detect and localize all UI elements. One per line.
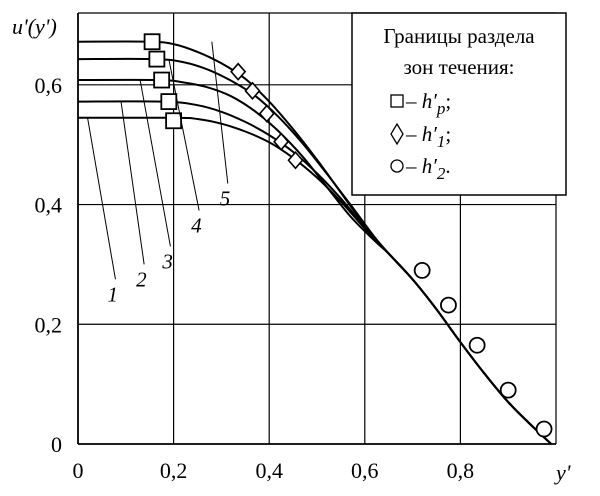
- y-tick-label: 0,2: [35, 312, 63, 337]
- x-tick-label: 0,8: [447, 458, 475, 483]
- legend-item-square: – h′p;: [405, 89, 451, 118]
- curves: [77, 40, 552, 445]
- marker-hp-5: [143, 33, 161, 51]
- legend-symbol-square: [390, 94, 404, 108]
- leader-3: [139, 79, 171, 247]
- legend-item-circle: – h′2.: [405, 154, 451, 183]
- curve-5: [77, 40, 552, 445]
- curve-label-3: 3: [161, 249, 173, 273]
- curve-label-2: 2: [136, 267, 147, 291]
- x-tick-label: 0: [73, 458, 84, 483]
- x-tick-label: 0,4: [255, 458, 283, 483]
- markers: [143, 33, 553, 438]
- legend-item-diamond: – h′1;: [405, 122, 451, 151]
- marker-h1-3: [258, 104, 275, 123]
- x-axis-label: y': [554, 460, 571, 485]
- legend-title-line2: зон течения:: [404, 55, 515, 79]
- marker-h2-3: [468, 336, 486, 354]
- leader-4: [168, 58, 200, 211]
- marker-h2-2: [440, 296, 457, 314]
- y-tick-label: 0: [51, 432, 62, 457]
- marker-h2-5: [535, 420, 553, 438]
- leader-5: [211, 41, 229, 184]
- marker-h2-4: [499, 381, 517, 399]
- leader-1: [87, 117, 116, 280]
- marker-h1-1: [287, 151, 304, 170]
- marker-hp-3: [153, 71, 171, 89]
- marker-h1-4: [244, 81, 261, 101]
- y-axis-label: u'(y'): [12, 14, 57, 39]
- marker-h2-1: [413, 262, 431, 279]
- y-tick-label: 0,6: [35, 73, 63, 98]
- legend-symbol-circle: [390, 159, 404, 173]
- legend: Границы раздела зон течения: – h′p; – h′…: [351, 12, 567, 196]
- curve-label-1: 1: [107, 282, 118, 306]
- legend-title-line1: Границы раздела: [383, 24, 535, 48]
- legend-symbol-diamond: [390, 122, 404, 146]
- marker-hp-2: [160, 93, 178, 110]
- curve-label-4: 4: [191, 214, 202, 238]
- y-tick-label: 0,4: [35, 193, 63, 218]
- x-tick-label: 0,6: [351, 458, 379, 483]
- curve-label-5: 5: [220, 187, 231, 211]
- x-tick-label: 0,2: [160, 458, 188, 483]
- leader-2: [120, 101, 145, 265]
- tick-labels: 0 0,2 0,4 0,6 0,8 0 0,2 0,4 0,6: [35, 73, 475, 483]
- marker-hp-1: [165, 112, 183, 130]
- marker-hp-4: [148, 50, 166, 68]
- legend-box: [351, 12, 567, 196]
- marker-h1-5: [230, 62, 247, 81]
- marker-h1-2: [273, 132, 290, 151]
- legend-items: – h′p; – h′1; – h′2.: [390, 89, 451, 183]
